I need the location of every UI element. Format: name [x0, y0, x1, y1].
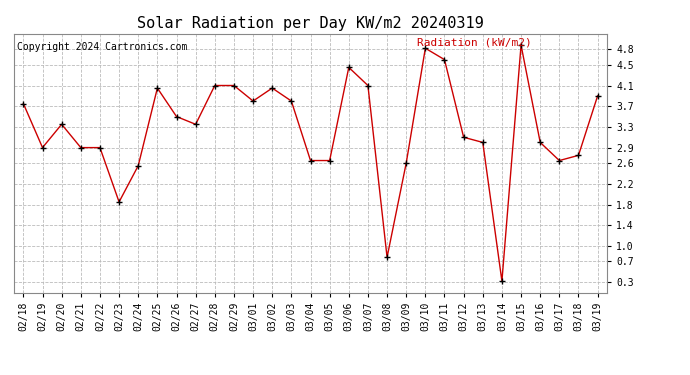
Text: Radiation (kW/m2): Radiation (kW/m2) — [417, 38, 532, 48]
Title: Solar Radiation per Day KW/m2 20240319: Solar Radiation per Day KW/m2 20240319 — [137, 16, 484, 31]
Text: Copyright 2024 Cartronics.com: Copyright 2024 Cartronics.com — [17, 42, 187, 51]
